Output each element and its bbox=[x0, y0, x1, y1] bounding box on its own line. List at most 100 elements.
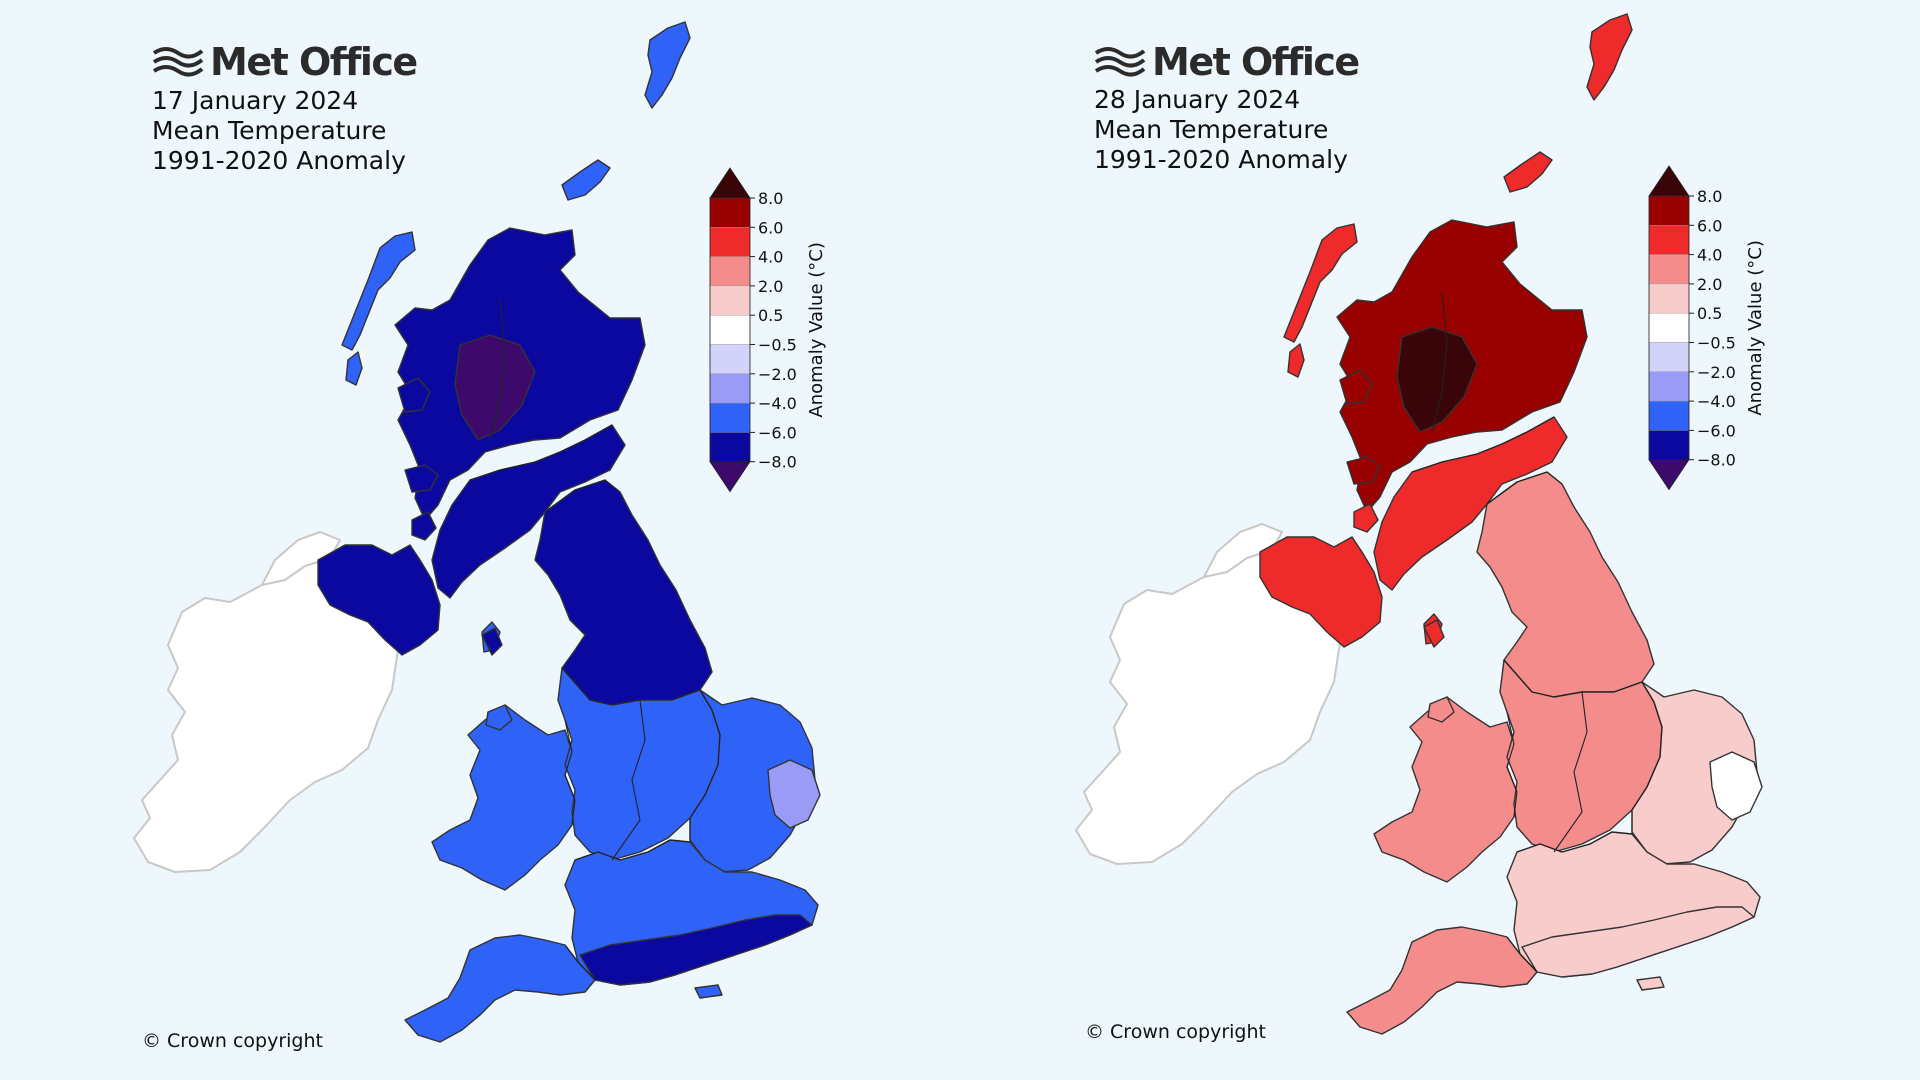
colorbar-bin bbox=[1648, 371, 1690, 402]
colorbar-tick-label: −8.0 bbox=[758, 453, 797, 472]
colorbar-legend: 8.0 6.0 4.0 2.0 0.5 −0.5 −2.0 −4.0 −6.0 −8.0 Anoma… bbox=[1648, 165, 1766, 491]
island-isle-of-wight bbox=[1636, 976, 1665, 991]
map-baseline: 1991-2020 Anomaly bbox=[152, 146, 406, 175]
colorbar-bin bbox=[1648, 195, 1690, 226]
colorbar-tick-label: 2.0 bbox=[758, 277, 783, 296]
map-panel-right: 8.0 6.0 4.0 2.0 0.5 −0.5 −2.0 −4.0 −6.0 −8.0 Anoma… bbox=[960, 0, 1920, 1080]
island-islay bbox=[411, 511, 437, 541]
ireland-north-coast bbox=[261, 531, 341, 586]
colorbar-bin bbox=[1648, 313, 1690, 343]
map-variable: Mean Temperature bbox=[152, 116, 387, 145]
colorbar-tick-label: 4.0 bbox=[1697, 246, 1722, 265]
island-orkney bbox=[561, 159, 611, 201]
island-skye bbox=[1339, 369, 1373, 405]
colorbar-tick-label: −0.5 bbox=[758, 336, 797, 355]
copyright-notice: © Crown copyright bbox=[1085, 1021, 1266, 1043]
region-boundary bbox=[489, 299, 506, 441]
colorbar-bin bbox=[709, 285, 751, 316]
island-hebrides-south bbox=[1287, 343, 1305, 378]
map-regions bbox=[1075, 13, 1763, 1035]
colorbar-bin bbox=[709, 197, 751, 228]
colorbar-axis-label: Anomaly Value (°C) bbox=[1745, 240, 1766, 415]
map-panel-left: 8.0 6.0 4.0 2.0 0.5 −0.5 −2.0 −4.0 −6.0 −8.0 Anoma… bbox=[133, 21, 827, 1052]
uk-map-left: 8.0 6.0 4.0 2.0 0.5 −0.5 −2.0 −4.0 −6.0 −8.0 Anoma… bbox=[133, 21, 827, 1043]
colorbar-extend-min bbox=[709, 461, 751, 493]
brand-name: Met Office bbox=[210, 40, 418, 84]
region-boundary bbox=[611, 699, 646, 861]
island-isle-of-wight bbox=[694, 984, 723, 999]
copyright-notice: © Crown copyright bbox=[142, 1030, 323, 1052]
island-arran bbox=[1423, 619, 1445, 648]
island-skye bbox=[397, 377, 431, 413]
island-arran bbox=[481, 627, 503, 656]
region-highlands-core bbox=[1396, 326, 1478, 433]
island-hebrides-south bbox=[345, 351, 363, 386]
colorbar-bin bbox=[1648, 283, 1690, 314]
colorbar-axis-label: Anomaly Value (°C) bbox=[806, 242, 827, 417]
colorbar-bin bbox=[1648, 225, 1690, 255]
colorbar-tick-label: 8.0 bbox=[758, 189, 783, 208]
met-office-logo: Met Office bbox=[1094, 40, 1360, 84]
region-boundary bbox=[544, 479, 621, 513]
colorbar-tick-label: 8.0 bbox=[1697, 187, 1722, 206]
region-east-anglia-patch bbox=[1709, 751, 1763, 821]
colorbar-tick-label: 0.5 bbox=[758, 306, 783, 325]
region-south-west bbox=[404, 934, 596, 1043]
colorbar-tick-label: −6.0 bbox=[1697, 421, 1736, 440]
met-office-wave-icon bbox=[152, 47, 204, 77]
colorbar-bin bbox=[709, 256, 751, 287]
region-boundary bbox=[1503, 659, 1643, 698]
island-anglesey bbox=[1427, 696, 1455, 723]
colorbar-bin bbox=[709, 315, 751, 345]
colorbar-legend: 8.0 6.0 4.0 2.0 0.5 −0.5 −2.0 −4.0 −6.0 −8.0 Anoma… bbox=[709, 167, 827, 493]
region-boundary bbox=[561, 667, 701, 706]
brand-name: Met Office bbox=[1152, 40, 1360, 84]
map-date: 17 January 2024 bbox=[152, 86, 359, 115]
island-mull bbox=[404, 464, 439, 493]
colorbar-extend-max bbox=[1648, 165, 1690, 197]
colorbar-extend-min bbox=[1648, 459, 1690, 491]
met-office-logo: Met Office bbox=[152, 40, 418, 84]
met-office-wave-icon bbox=[1094, 47, 1146, 77]
island-orkney bbox=[1503, 151, 1553, 193]
colorbar-tick-label: −4.0 bbox=[758, 394, 797, 413]
colorbar-bin bbox=[709, 402, 751, 433]
map-date: 28 January 2024 bbox=[1094, 85, 1301, 114]
region-boundary bbox=[564, 719, 576, 826]
region-boundary bbox=[689, 689, 721, 842]
island-islay bbox=[1353, 503, 1379, 533]
map-regions bbox=[133, 21, 821, 1043]
region-boundary bbox=[564, 944, 596, 981]
colorbar-tick-label: 6.0 bbox=[758, 218, 783, 237]
colorbar-tick-label: −4.0 bbox=[1697, 392, 1736, 411]
map-baseline: 1991-2020 Anomaly bbox=[1094, 145, 1348, 174]
region-boundary bbox=[1486, 471, 1563, 505]
colorbar-tick-label: 2.0 bbox=[1697, 275, 1722, 294]
colorbar-bin bbox=[1648, 342, 1690, 372]
colorbar-bin bbox=[709, 227, 751, 257]
colorbar-bin bbox=[709, 432, 751, 462]
region-south-coast bbox=[579, 914, 813, 986]
region-northern-ireland bbox=[317, 544, 441, 656]
colorbar-bin bbox=[1648, 254, 1690, 285]
region-boundary bbox=[1553, 691, 1588, 853]
island-mull bbox=[1346, 456, 1381, 485]
colorbar-tick-label: −6.0 bbox=[758, 423, 797, 442]
region-boundary bbox=[469, 424, 613, 481]
uk-map-right: 8.0 6.0 4.0 2.0 0.5 −0.5 −2.0 −4.0 −6.0 −8.0 Anoma… bbox=[1075, 13, 1766, 1035]
island-outer-hebrides bbox=[1283, 223, 1358, 343]
region-east-anglia-patch bbox=[767, 759, 821, 829]
ireland-north-coast bbox=[1203, 523, 1283, 578]
colorbar-tick-label: −0.5 bbox=[1697, 334, 1736, 353]
region-boundary bbox=[1506, 711, 1518, 818]
region-south-west bbox=[1346, 926, 1538, 1035]
region-boundary bbox=[1631, 681, 1663, 834]
colorbar-tick-label: 4.0 bbox=[758, 248, 783, 267]
colorbar-bin bbox=[709, 373, 751, 404]
region-highlands-core bbox=[454, 334, 536, 441]
colorbar-tick-label: −2.0 bbox=[1697, 363, 1736, 382]
island-anglesey bbox=[485, 704, 513, 731]
colorbar-bin bbox=[709, 344, 751, 374]
colorbar-tick-label: −2.0 bbox=[758, 365, 797, 384]
colorbar-tick-label: 0.5 bbox=[1697, 304, 1722, 323]
